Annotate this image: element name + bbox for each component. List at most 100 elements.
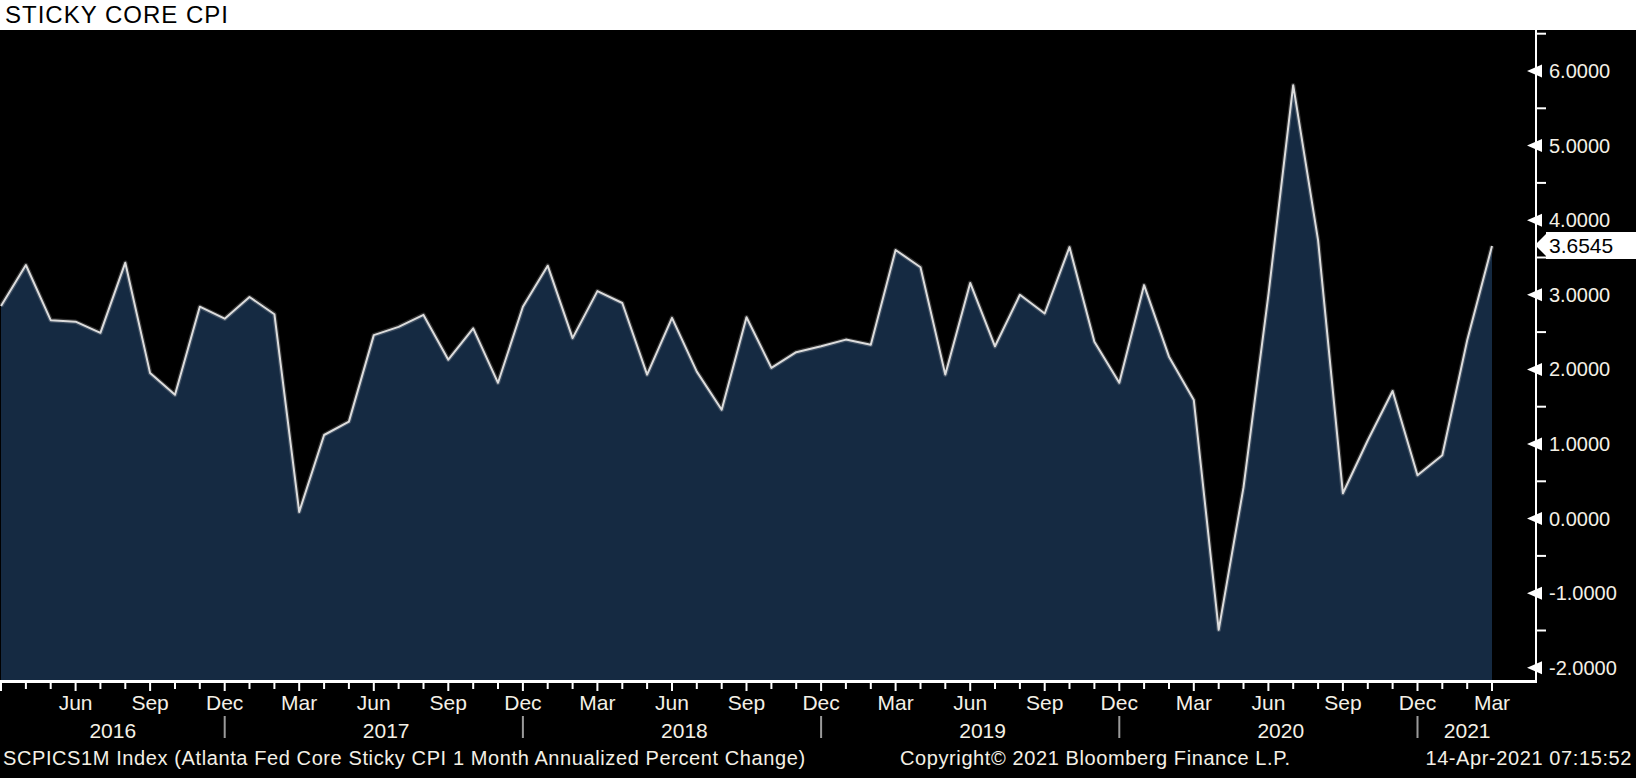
x-tick (298, 683, 300, 691)
x-tick-label: Dec (206, 691, 243, 714)
x-tick (50, 683, 52, 689)
x-tick (621, 683, 623, 689)
y-major-tick-arrow (1527, 512, 1542, 525)
x-tick (1243, 683, 1245, 689)
year-separator (224, 716, 226, 738)
x-tick-label: Jun (357, 691, 391, 714)
x-tick-label: Sep (1324, 691, 1361, 714)
chart-canvas[interactable]: JunSepDecMarJunSepDecMarJunSepDecMarJunS… (0, 0, 1636, 778)
x-tick-label: Dec (1399, 691, 1436, 714)
x-tick (447, 683, 449, 691)
x-tick (174, 683, 176, 689)
y-major-tick-arrow (1527, 438, 1542, 451)
x-tick (0, 683, 2, 691)
x-tick (398, 683, 400, 689)
x-tick (969, 683, 971, 691)
y-minor-tick (1537, 257, 1546, 259)
x-tick-label: Mar (579, 691, 615, 714)
x-tick (99, 683, 101, 689)
x-tick (770, 683, 772, 689)
y-major-tick-arrow (1527, 661, 1542, 674)
page-title: STICKY CORE CPI (5, 1, 229, 29)
y-major-tick-arrow (1527, 587, 1542, 600)
y-major-tick-arrow (1527, 214, 1542, 227)
x-tick-label: Mar (1474, 691, 1510, 714)
x-tick (1491, 683, 1493, 691)
x-tick (224, 683, 226, 691)
y-axis: 6.00005.00004.00003.00002.00001.00000.00… (1527, 30, 1617, 683)
x-axis: Jun Sep Dec Mar Jun Sep Dec Mar Jun Sep Dec Mar Jun S… (0, 680, 1537, 742)
x-tick (870, 683, 872, 689)
y-tick-label: 5.0000 (1549, 135, 1610, 157)
x-tick (1118, 683, 1120, 691)
x-tick (149, 683, 151, 691)
x-tick-label: Jun (953, 691, 987, 714)
y-minor-tick (1537, 480, 1546, 482)
x-tick (75, 683, 77, 691)
x-tick (845, 683, 847, 689)
x-tick (373, 683, 375, 691)
x-tick (1218, 683, 1220, 689)
x-tick (795, 683, 797, 689)
y-major-tick-arrow (1527, 288, 1542, 301)
year-label: 2017 (363, 719, 410, 742)
y-tick-label: 4.0000 (1549, 209, 1610, 231)
x-tick (572, 683, 574, 689)
bloomberg-chart-window: STICKY CORE CPI Jun Sep Dec Mar Jun Sep Dec Mar… (0, 0, 1636, 778)
x-tick (1168, 683, 1170, 689)
year-separator (820, 716, 822, 738)
x-tick-label: Jun (59, 691, 93, 714)
x-tick (423, 683, 425, 689)
x-tick (646, 683, 648, 689)
last-value-badge: 3.6545 (1546, 232, 1636, 259)
footer-ticker-description: SCPICS1M Index (Atlanta Fed Core Sticky … (3, 745, 806, 771)
x-tick (497, 683, 499, 689)
title-bar: STICKY CORE CPI (0, 0, 1636, 30)
year-label: 2021 (1444, 719, 1491, 742)
year-label: 2016 (89, 719, 136, 742)
x-tick (1267, 683, 1269, 691)
x-tick-label: Sep (430, 691, 467, 714)
x-tick (920, 683, 922, 689)
x-tick (348, 683, 350, 689)
x-tick (1342, 683, 1344, 691)
area-series (1, 85, 1492, 681)
x-tick (1019, 683, 1021, 689)
year-separator (522, 716, 524, 738)
x-tick-label: Jun (655, 691, 689, 714)
y-tick-label: -1.0000 (1549, 582, 1617, 604)
x-tick-label: Sep (728, 691, 765, 714)
x-tick (199, 683, 201, 689)
x-tick (547, 683, 549, 689)
x-tick (1292, 683, 1294, 689)
x-tick (1392, 683, 1394, 689)
x-tick (1317, 683, 1319, 689)
x-tick (1466, 683, 1468, 689)
y-minor-tick (1537, 630, 1546, 632)
x-tick-label: Mar (1176, 691, 1212, 714)
year-label: 2018 (661, 719, 708, 742)
y-minor-tick (1537, 107, 1546, 109)
y-tick-label: 2.0000 (1549, 358, 1610, 380)
year-label: 2019 (959, 719, 1006, 742)
x-tick (1193, 683, 1195, 691)
x-tick-label: Sep (131, 691, 168, 714)
y-major-tick-arrow (1527, 363, 1542, 376)
x-tick-label: Dec (1101, 691, 1138, 714)
x-tick (1367, 683, 1369, 689)
x-tick (671, 683, 673, 691)
x-tick (25, 683, 27, 689)
year-separator (1417, 716, 1419, 738)
x-tick (994, 683, 996, 689)
x-tick (124, 683, 126, 689)
x-tick (596, 683, 598, 691)
year-separator (1118, 716, 1120, 738)
last-value-label: 3.6545 (1546, 232, 1636, 259)
y-major-tick-arrow (1527, 139, 1542, 152)
x-tick (1093, 683, 1095, 689)
y-tick-label: 6.0000 (1549, 60, 1610, 82)
y-tick-label: 3.0000 (1549, 284, 1610, 306)
x-tick (944, 683, 946, 689)
x-tick (1069, 683, 1071, 689)
x-tick (273, 683, 275, 689)
